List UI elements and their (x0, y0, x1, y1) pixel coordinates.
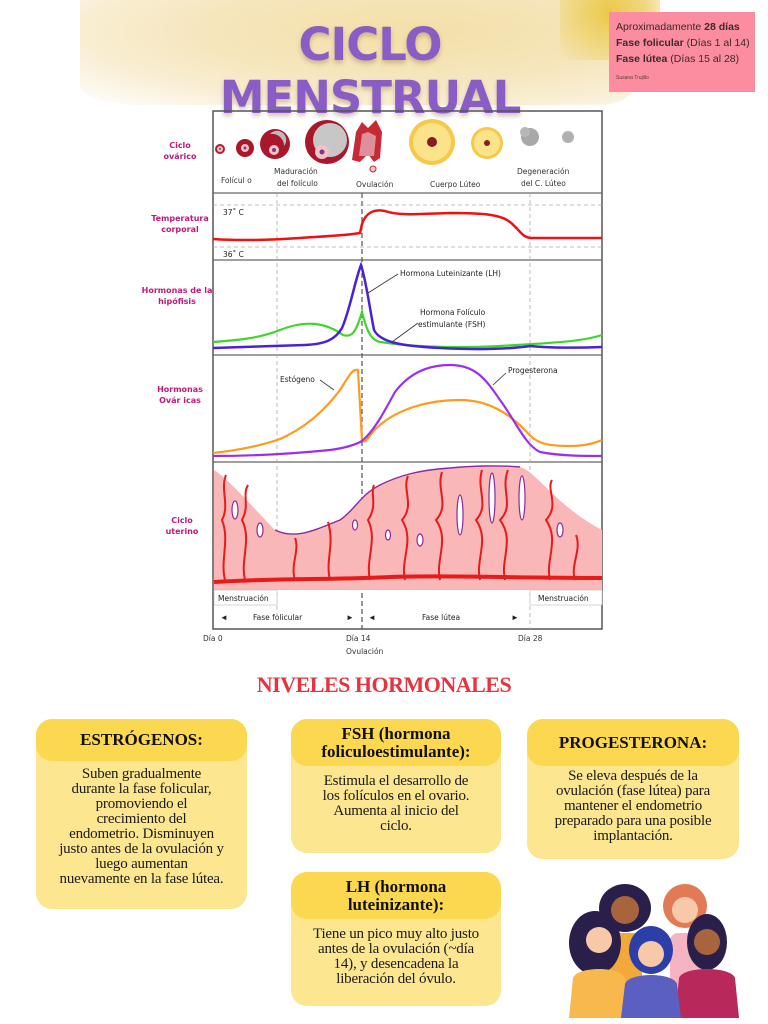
card-progesterone-title: PROGESTERONA: (527, 719, 739, 766)
header-watercolor-background (80, 0, 640, 105)
diagram-graphics: Folícul o Maduración del folículo Ovulac… (203, 110, 603, 656)
progesterone-curve (212, 363, 603, 458)
endometrium-illustration (213, 465, 603, 590)
fsh-label: Hormona Folículo (420, 308, 486, 317)
estrogen-curve (212, 368, 603, 455)
follicle-icons (215, 120, 349, 164)
stage-label-corpus-luteum: Cuerpo Lúteo (430, 180, 481, 189)
menstruation-label-left: Menstruación (218, 594, 269, 603)
card-progesterone-body: Se eleva después de la ovulación (fase lú… (554, 768, 712, 844)
card-estrogens: ESTRÓGENOS: Suben gradualmente durante la… (36, 719, 247, 909)
author-credit: Susana Trujillo (616, 75, 649, 81)
temp-label-37: 37˚ C (223, 208, 244, 217)
axis-ovulation: Ovulación (346, 647, 384, 656)
follicular-phase-label: Fase folicular (253, 613, 303, 622)
card-fsh-body: Estimula el desarrollo de los folículos e… (322, 773, 470, 834)
svg-text:◄: ◄ (368, 613, 376, 622)
card-estrogens-body: Suben gradualmente durante la fase folicu… (59, 766, 224, 887)
info-line-follicular: Fase folicular (Días 1 al 14) (616, 37, 750, 49)
degeneration-icons (520, 127, 574, 146)
stage-label-maturation: Maduración (274, 167, 318, 176)
progesterone-label: Progesterona (508, 366, 558, 375)
row-label-pituitary-hormones: Hormonas de la hipófisis (141, 286, 213, 306)
svg-text:◄: ◄ (220, 613, 228, 622)
info-line-luteal: Fase lútea (Días 15 al 28) (616, 53, 740, 65)
estrogen-label: Estógeno (280, 375, 315, 384)
card-lh-title: LH (hormona luteinizante): (291, 872, 501, 919)
stage-label-maturation-2: del folículo (277, 179, 318, 188)
menstruation-label-right: Menstruación (538, 594, 589, 603)
cycle-info-box: Aproximadamente 28 días Fase folicular (… (609, 12, 755, 92)
stage-label-follicle: Folícul o (221, 176, 252, 185)
svg-text:►: ► (511, 613, 519, 622)
lh-curve (212, 261, 603, 351)
lh-label: Hormona Luteinizante (LH) (400, 269, 501, 278)
stage-label-degeneration: Degeneración (517, 167, 570, 176)
card-lh-body: Tiene un pico muy alto justo antes de la … (313, 926, 479, 987)
row-label-ovarian-cycle: Ciclo ovárico (163, 141, 197, 161)
axis-day-14: Día 14 (346, 634, 371, 643)
section-title-hormone-levels: NIVELES HORMONALES (256, 672, 512, 697)
card-progesterone: PROGESTERONA: Se eleva después de la ovul… (527, 719, 739, 859)
stage-label-degeneration-2: del C. Lúteo (521, 179, 566, 188)
ovulation-icon (352, 120, 382, 173)
row-label-temperature: Temperatura corporal (151, 214, 209, 234)
corpus-luteum-icons (409, 119, 503, 165)
row-label-ovarian-hormones: Hormonas Ovár icas (157, 385, 203, 405)
card-fsh: FSH (hormona foliculoestimulante): Estimu… (291, 719, 501, 853)
temperature-curve (212, 209, 602, 242)
row-label-uterine-cycle: Ciclo uterino (165, 516, 199, 536)
card-estrogens-title: ESTRÓGENOS: (36, 719, 247, 761)
temp-label-36: 36˚ C (223, 250, 244, 259)
women-group-illustration (569, 884, 739, 1018)
menstrual-cycle-diagram: Ciclo ovárico Temperatura corporal Hormona… (130, 110, 615, 660)
card-lh: LH (hormona luteinizante): Tiene un pico … (291, 872, 501, 1006)
stage-label-ovulation: Ovulación (356, 180, 394, 189)
fsh-label-2: estimulante (FSH) (418, 320, 485, 329)
svg-text:►: ► (346, 613, 354, 622)
luteal-phase-label: Fase lútea (422, 613, 460, 622)
fsh-curve (212, 307, 603, 349)
axis-day-0: Día 0 (203, 634, 223, 643)
axis-day-28: Día 28 (518, 634, 543, 643)
info-line-duration: Aproximadamente 28 días (616, 21, 740, 33)
card-fsh-title: FSH (hormona foliculoestimulante): (291, 719, 501, 766)
page-title: CICLO MENSTRUAL (219, 18, 522, 124)
